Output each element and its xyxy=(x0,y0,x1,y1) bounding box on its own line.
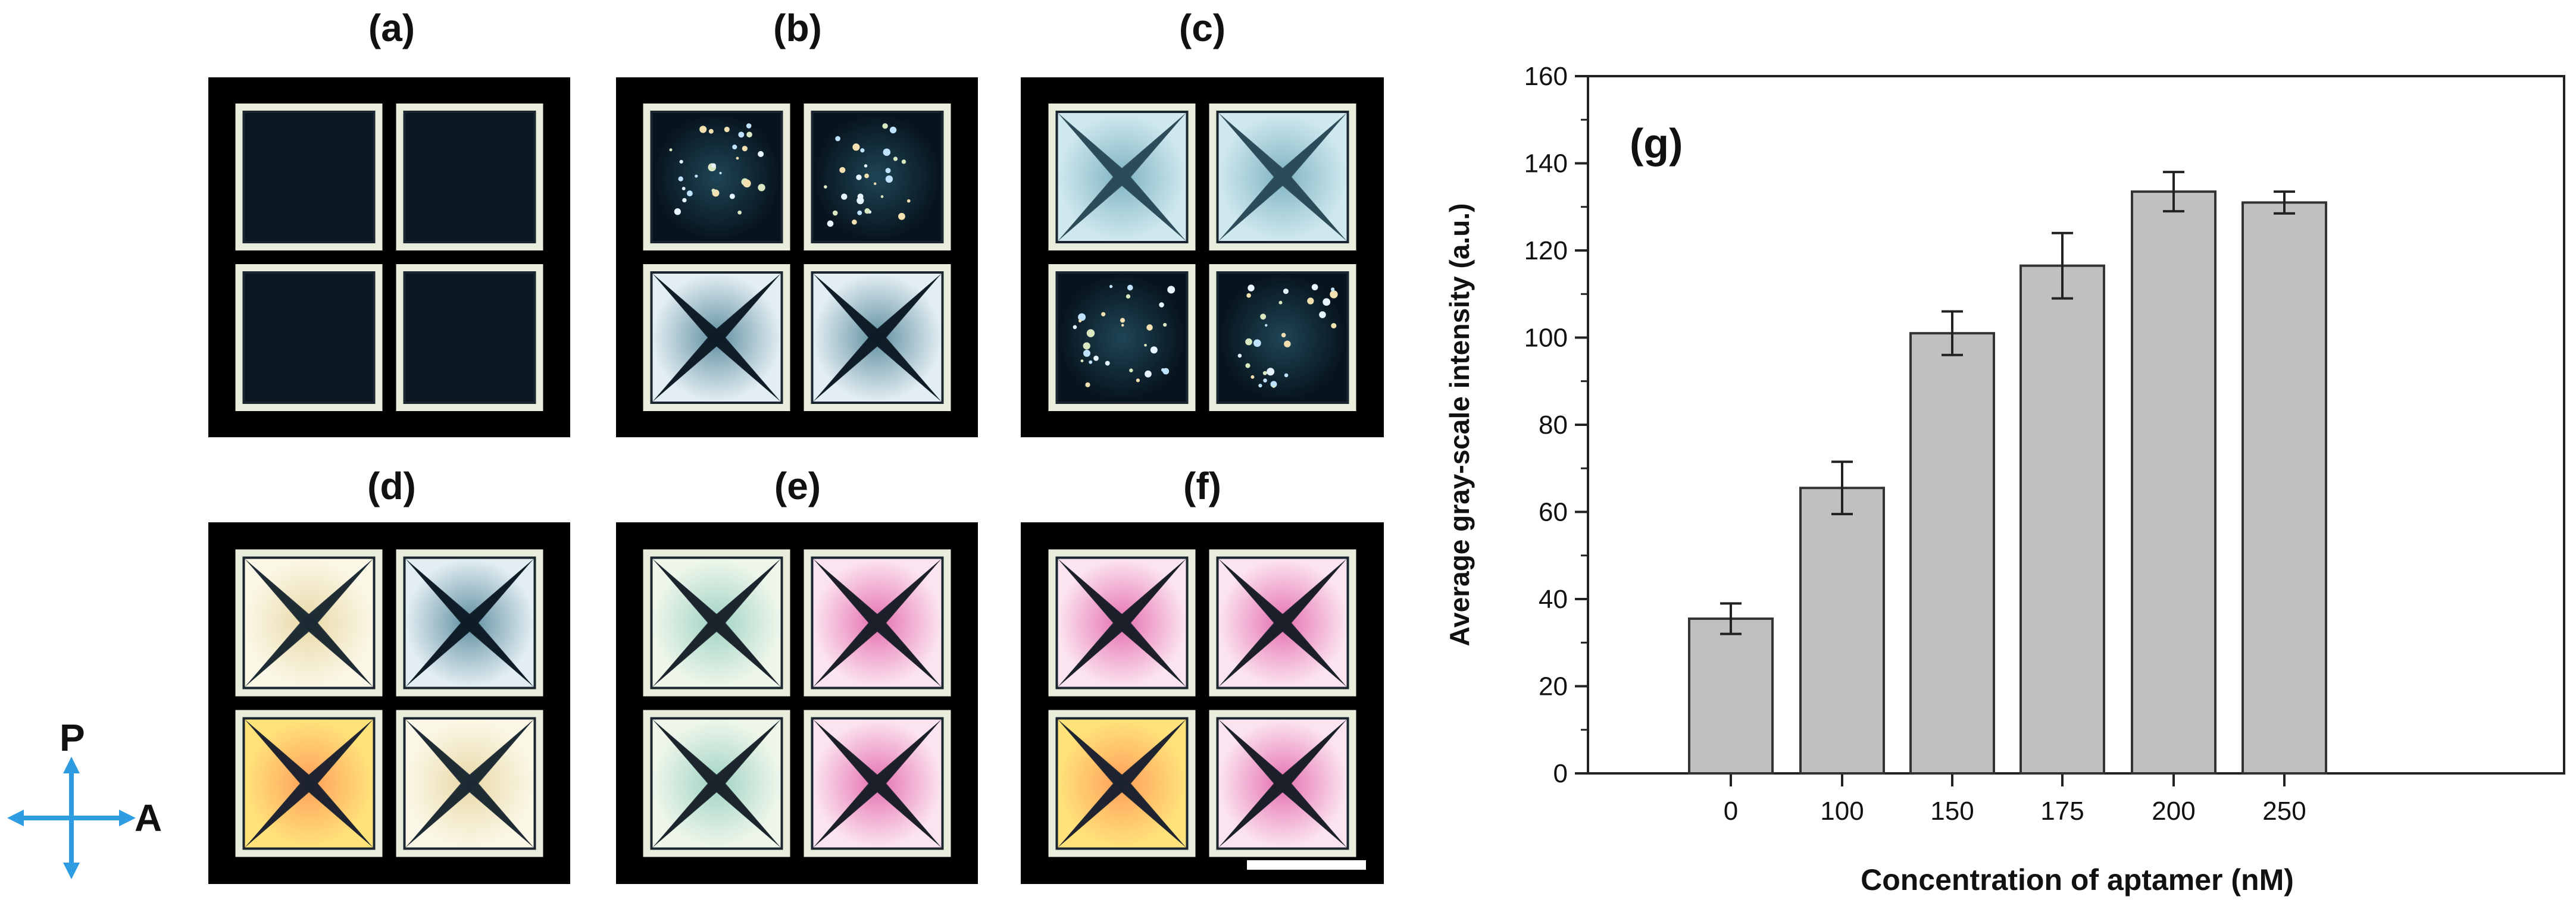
bar-250 xyxy=(2242,201,2327,775)
error-bar-175 xyxy=(2052,231,2073,300)
polarizer-arrows-icon xyxy=(7,757,136,879)
chart-panel-label: (g) xyxy=(1630,120,1683,167)
x-tick-label: 200 xyxy=(2152,797,2195,826)
error-bar-250 xyxy=(2274,190,2295,215)
x-axis: 0 100 150 175 200 250 xyxy=(1724,773,2306,826)
error-bar-150 xyxy=(1942,310,1963,356)
micrograph-b-image xyxy=(616,77,978,437)
micrograph-e xyxy=(616,522,978,884)
y-tick-label: 20 xyxy=(1539,672,1568,701)
y-tick-label: 100 xyxy=(1524,324,1568,353)
micrograph-d xyxy=(208,522,570,884)
bar-200 xyxy=(2131,190,2217,775)
panel-label-f: (f) xyxy=(1183,465,1221,507)
micrograph-e-image xyxy=(616,522,978,884)
x-tick-label: 0 xyxy=(1724,797,1738,826)
error-bar-100 xyxy=(1831,460,1853,516)
error-bar-0 xyxy=(1720,602,1742,635)
x-tick-label: 250 xyxy=(2262,797,2306,826)
x-tick-label: 100 xyxy=(1820,797,1864,826)
error-bar-200 xyxy=(2163,171,2184,213)
x-axis-label: Concentration of aptamer (nM) xyxy=(1861,863,2294,897)
x-tick-label: 175 xyxy=(2040,797,2084,826)
micrograph-f-image xyxy=(1021,522,1384,884)
bar-150 xyxy=(1909,332,1995,775)
micrograph-f xyxy=(1021,522,1384,884)
y-tick-label: 0 xyxy=(1553,759,1568,788)
bar-100 xyxy=(1799,487,1885,775)
panel-label-a: (a) xyxy=(368,7,415,49)
micrograph-c xyxy=(1021,77,1384,437)
y-tick-label: 120 xyxy=(1524,236,1568,265)
micrograph-d-image xyxy=(208,522,570,884)
y-tick-label: 160 xyxy=(1524,62,1568,91)
bars xyxy=(1688,190,2327,775)
analyzer-label: A xyxy=(135,797,162,839)
micrograph-a xyxy=(208,77,570,437)
y-tick-label: 40 xyxy=(1539,585,1568,614)
x-tick-label: 150 xyxy=(1930,797,1974,826)
y-tick-label: 80 xyxy=(1539,410,1568,440)
polarizer-analyzer-cross: P A xyxy=(7,716,162,879)
y-tick-label: 60 xyxy=(1539,498,1568,527)
y-axis: 0 20 40 60 80 100 120 140 160 xyxy=(1524,62,1588,788)
panel-label-c: (c) xyxy=(1178,7,1226,49)
panel-label-b: (b) xyxy=(773,7,822,49)
micrograph-b xyxy=(616,77,978,437)
y-axis-label: Average gray-scale intensity (a.u.) xyxy=(1444,203,1475,647)
scale-bar xyxy=(1247,860,1366,870)
bar-175 xyxy=(2019,264,2105,775)
polarizer-label: P xyxy=(60,716,85,759)
micrograph-c-image xyxy=(1021,77,1384,437)
panel-label-e: (e) xyxy=(774,465,821,507)
micrograph-a-image xyxy=(208,77,570,437)
y-tick-label: 140 xyxy=(1524,149,1568,178)
error-bars xyxy=(1720,171,2295,635)
panel-label-d: (d) xyxy=(367,465,416,507)
bar-0 xyxy=(1688,617,1774,775)
